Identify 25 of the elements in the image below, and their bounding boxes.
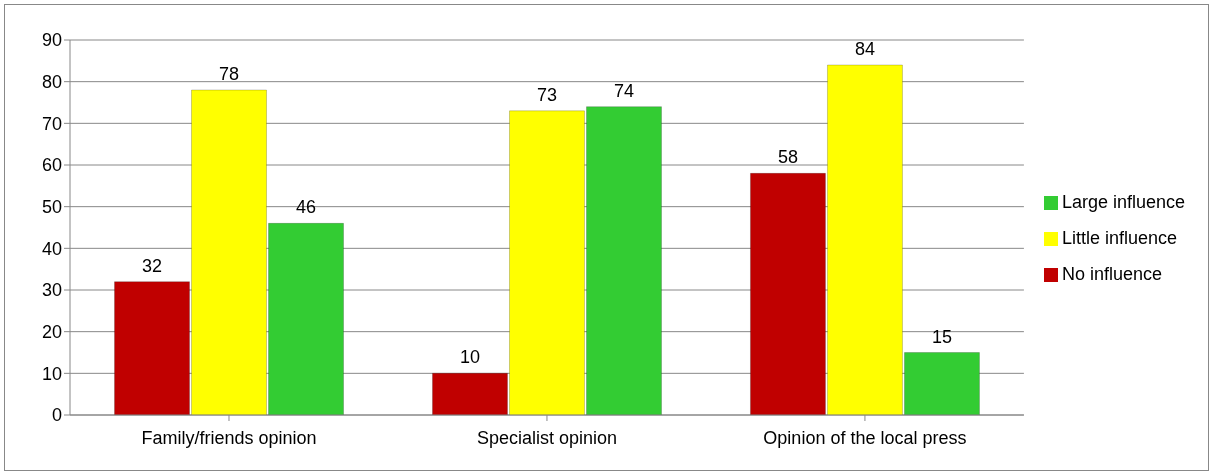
y-tick-label: 20 (41, 322, 62, 343)
x-tick-label: Family/friends opinion (141, 427, 317, 448)
data-label: 46 (296, 197, 317, 218)
data-label: 78 (219, 64, 240, 84)
y-tick-label: 10 (41, 363, 62, 384)
y-tick-label: 30 (41, 280, 62, 301)
y-tick-label: 60 (41, 155, 62, 176)
data-label: 32 (142, 255, 163, 276)
data-label: 15 (931, 326, 952, 347)
data-label: 58 (777, 147, 798, 168)
x-tick-label: Specialist opinion (476, 427, 617, 448)
legend-label: Little influence (1061, 227, 1177, 248)
y-tick-label: 90 (41, 30, 62, 51)
y-tick-label: 70 (41, 113, 62, 134)
data-label: 73 (536, 84, 557, 105)
data-label: 84 (854, 39, 875, 59)
data-label: 10 (459, 347, 480, 368)
y-tick-label: 40 (41, 238, 62, 259)
y-tick-label: 80 (41, 72, 62, 93)
x-tick-label: Opinion of the local press (763, 427, 967, 448)
y-tick-label: 50 (41, 197, 62, 218)
y-tick-label: 0 (51, 405, 62, 426)
legend-label: Large influence (1061, 191, 1185, 212)
data-label: 74 (613, 80, 634, 101)
legend-label: No influence (1061, 263, 1162, 284)
